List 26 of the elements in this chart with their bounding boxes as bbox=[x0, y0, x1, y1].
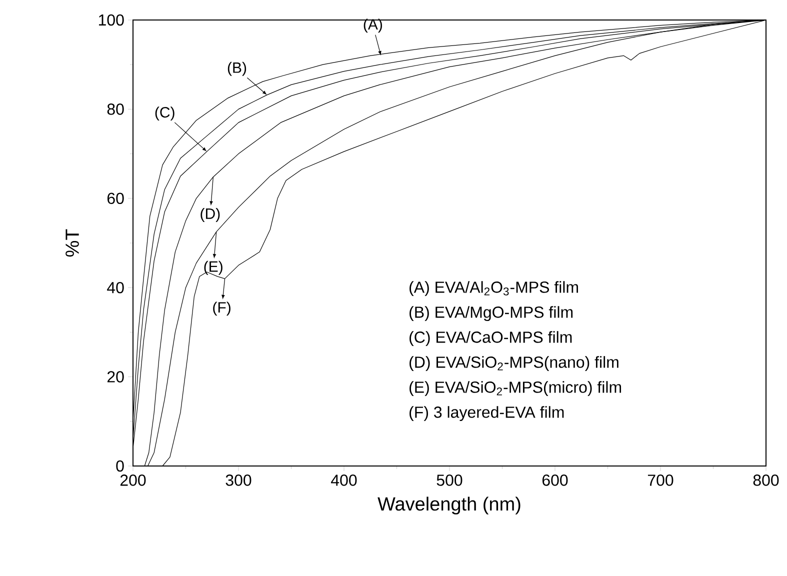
y-axis-title: %T bbox=[66, 229, 79, 257]
annotation: (C) EVA/CaO-MPS film bbox=[410, 331, 572, 346]
x-axis-title: Wavelength (nm) bbox=[378, 496, 520, 514]
y-tick-label: 80 bbox=[107, 104, 124, 115]
y-tick-label: 0 bbox=[116, 460, 124, 472]
annotation: (E) EVA/SiO$_{2}$-MPS(micro) film bbox=[410, 381, 622, 396]
annotation: (C) bbox=[155, 106, 174, 121]
annotation: (F) bbox=[213, 302, 230, 316]
x-tick-label: 500 bbox=[436, 474, 462, 486]
x-tick-label: 300 bbox=[226, 474, 252, 486]
y-tick-label: 20 bbox=[107, 371, 124, 382]
annotation: (E) bbox=[204, 260, 222, 275]
annotation: (B) bbox=[228, 62, 246, 76]
x-tick-label: 200 bbox=[120, 474, 146, 486]
y-tick-label: 100 bbox=[98, 14, 124, 26]
y-tick-label: 60 bbox=[107, 192, 124, 204]
annotation: (F) 3 layered-EVA film bbox=[410, 406, 564, 422]
annotation: (B) EVA/MgO-MPS film bbox=[410, 306, 573, 322]
annotation: (A) EVA/Al$_{2}$O$_{3}$-MPS film bbox=[410, 281, 578, 296]
x-tick-label: 800 bbox=[753, 474, 779, 486]
annotation: (D) bbox=[200, 208, 220, 222]
y-tick-label: 40 bbox=[107, 282, 124, 294]
x-tick-label: 400 bbox=[331, 474, 357, 486]
annotation: (D) EVA/SiO$_{2}$-MPS(nano) film bbox=[410, 356, 618, 372]
x-tick-label: 700 bbox=[648, 474, 674, 486]
x-tick-label: 600 bbox=[542, 474, 568, 486]
